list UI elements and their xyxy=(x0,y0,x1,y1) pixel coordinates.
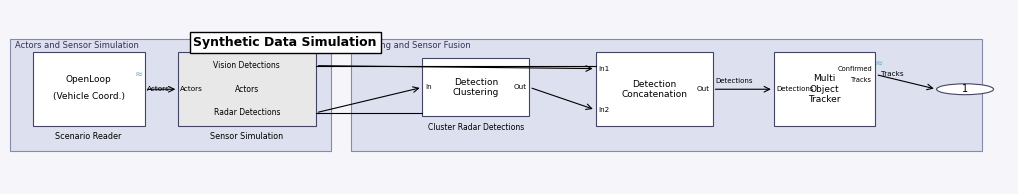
Text: Tracks: Tracks xyxy=(851,77,872,83)
Text: In1: In1 xyxy=(599,66,610,72)
Text: Out: Out xyxy=(696,86,710,92)
Text: ≈: ≈ xyxy=(135,69,144,79)
Text: Detection
Clustering: Detection Clustering xyxy=(453,78,499,97)
Text: 1: 1 xyxy=(962,84,968,94)
Text: Out: Out xyxy=(513,84,526,90)
FancyBboxPatch shape xyxy=(422,58,529,116)
Text: Sensor Simulation: Sensor Simulation xyxy=(211,132,283,141)
FancyBboxPatch shape xyxy=(10,39,331,151)
FancyBboxPatch shape xyxy=(596,52,713,126)
FancyBboxPatch shape xyxy=(33,52,145,126)
Text: Scenario Reader: Scenario Reader xyxy=(55,132,122,141)
Text: (Vehicle Coord.): (Vehicle Coord.) xyxy=(53,93,124,101)
Text: Actors and Sensor Simulation: Actors and Sensor Simulation xyxy=(15,41,139,50)
Text: Detections: Detections xyxy=(777,86,814,92)
Text: Confirmed: Confirmed xyxy=(838,66,872,72)
Text: Detection
Concatenation: Detection Concatenation xyxy=(621,80,687,99)
Text: Tracks: Tracks xyxy=(881,72,903,77)
Text: In2: In2 xyxy=(599,107,610,113)
Text: Radar Detections: Radar Detections xyxy=(214,108,280,117)
FancyBboxPatch shape xyxy=(774,52,875,126)
Text: OpenLoop: OpenLoop xyxy=(66,75,111,84)
Text: Cluster Radar Detections: Cluster Radar Detections xyxy=(428,123,524,132)
Text: Multi
Object
Tracker: Multi Object Tracker xyxy=(808,74,841,104)
Text: Detections: Detections xyxy=(716,79,753,84)
Circle shape xyxy=(937,84,994,95)
Text: Actors: Actors xyxy=(147,86,169,92)
Text: Tracking and Sensor Fusion: Tracking and Sensor Fusion xyxy=(356,41,471,50)
Text: Synthetic Data Simulation: Synthetic Data Simulation xyxy=(193,36,377,49)
Text: Actors: Actors xyxy=(180,86,203,92)
FancyBboxPatch shape xyxy=(178,52,316,126)
FancyBboxPatch shape xyxy=(351,39,982,151)
Text: ≈: ≈ xyxy=(874,58,883,68)
Text: In: In xyxy=(426,84,433,90)
Text: Vision Detections: Vision Detections xyxy=(214,61,280,70)
Text: Actors: Actors xyxy=(235,85,259,94)
